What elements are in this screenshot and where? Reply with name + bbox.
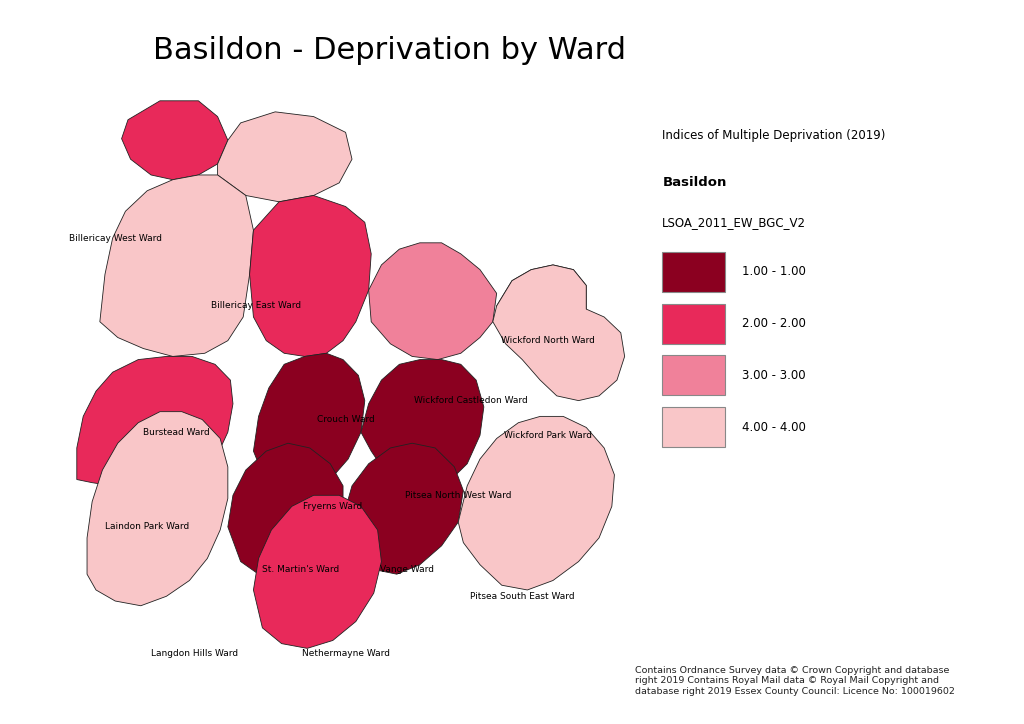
Text: St. Martin's Ward: St. Martin's Ward	[262, 565, 339, 574]
Polygon shape	[87, 412, 228, 606]
Text: Laindon Park Ward: Laindon Park Ward	[105, 522, 189, 531]
Polygon shape	[122, 101, 228, 180]
Polygon shape	[218, 111, 352, 202]
Text: Wickford Castledon Ward: Wickford Castledon Ward	[414, 396, 528, 405]
Polygon shape	[250, 195, 372, 356]
Text: Billericay East Ward: Billericay East Ward	[211, 301, 301, 311]
Polygon shape	[100, 175, 254, 356]
Text: 1.00 - 1.00: 1.00 - 1.00	[742, 266, 806, 278]
Text: Vange Ward: Vange Ward	[380, 565, 434, 574]
Text: Basildon - Deprivation by Ward: Basildon - Deprivation by Ward	[153, 36, 626, 65]
Text: Wickford Park Ward: Wickford Park Ward	[504, 431, 592, 439]
Text: 4.00 - 4.00: 4.00 - 4.00	[742, 421, 806, 434]
Polygon shape	[497, 265, 586, 337]
Polygon shape	[369, 243, 497, 360]
Text: Pitsea South East Ward: Pitsea South East Ward	[470, 592, 574, 601]
Text: Indices of Multiple Deprivation (2019): Indices of Multiple Deprivation (2019)	[663, 129, 886, 141]
Polygon shape	[343, 443, 464, 574]
Text: Nethermayne Ward: Nethermayne Ward	[302, 649, 389, 657]
FancyBboxPatch shape	[663, 407, 725, 447]
Text: LSOA_2011_EW_BGC_V2: LSOA_2011_EW_BGC_V2	[663, 216, 806, 229]
Text: Basildon: Basildon	[663, 176, 727, 189]
FancyBboxPatch shape	[663, 355, 725, 395]
Text: Pitsea North West Ward: Pitsea North West Ward	[404, 491, 512, 500]
Polygon shape	[493, 265, 625, 400]
Polygon shape	[254, 353, 365, 491]
FancyBboxPatch shape	[663, 252, 725, 292]
Polygon shape	[459, 416, 614, 590]
FancyBboxPatch shape	[663, 304, 725, 344]
Polygon shape	[254, 495, 381, 649]
Text: Crouch Ward: Crouch Ward	[316, 415, 375, 424]
Polygon shape	[361, 360, 483, 491]
Polygon shape	[228, 443, 343, 574]
Text: Wickford North Ward: Wickford North Ward	[501, 336, 595, 345]
Text: Langdon Hills Ward: Langdon Hills Ward	[151, 649, 239, 657]
Text: Fryerns Ward: Fryerns Ward	[303, 502, 362, 511]
Text: 3.00 - 3.00: 3.00 - 3.00	[742, 369, 806, 382]
Text: 2.00 - 2.00: 2.00 - 2.00	[742, 317, 806, 330]
Polygon shape	[77, 356, 233, 491]
Text: Contains Ordnance Survey data © Crown Copyright and database
right 2019 Contains: Contains Ordnance Survey data © Crown Co…	[635, 666, 954, 696]
Text: Billericay West Ward: Billericay West Ward	[69, 234, 162, 243]
Text: Burstead Ward: Burstead Ward	[143, 428, 210, 437]
